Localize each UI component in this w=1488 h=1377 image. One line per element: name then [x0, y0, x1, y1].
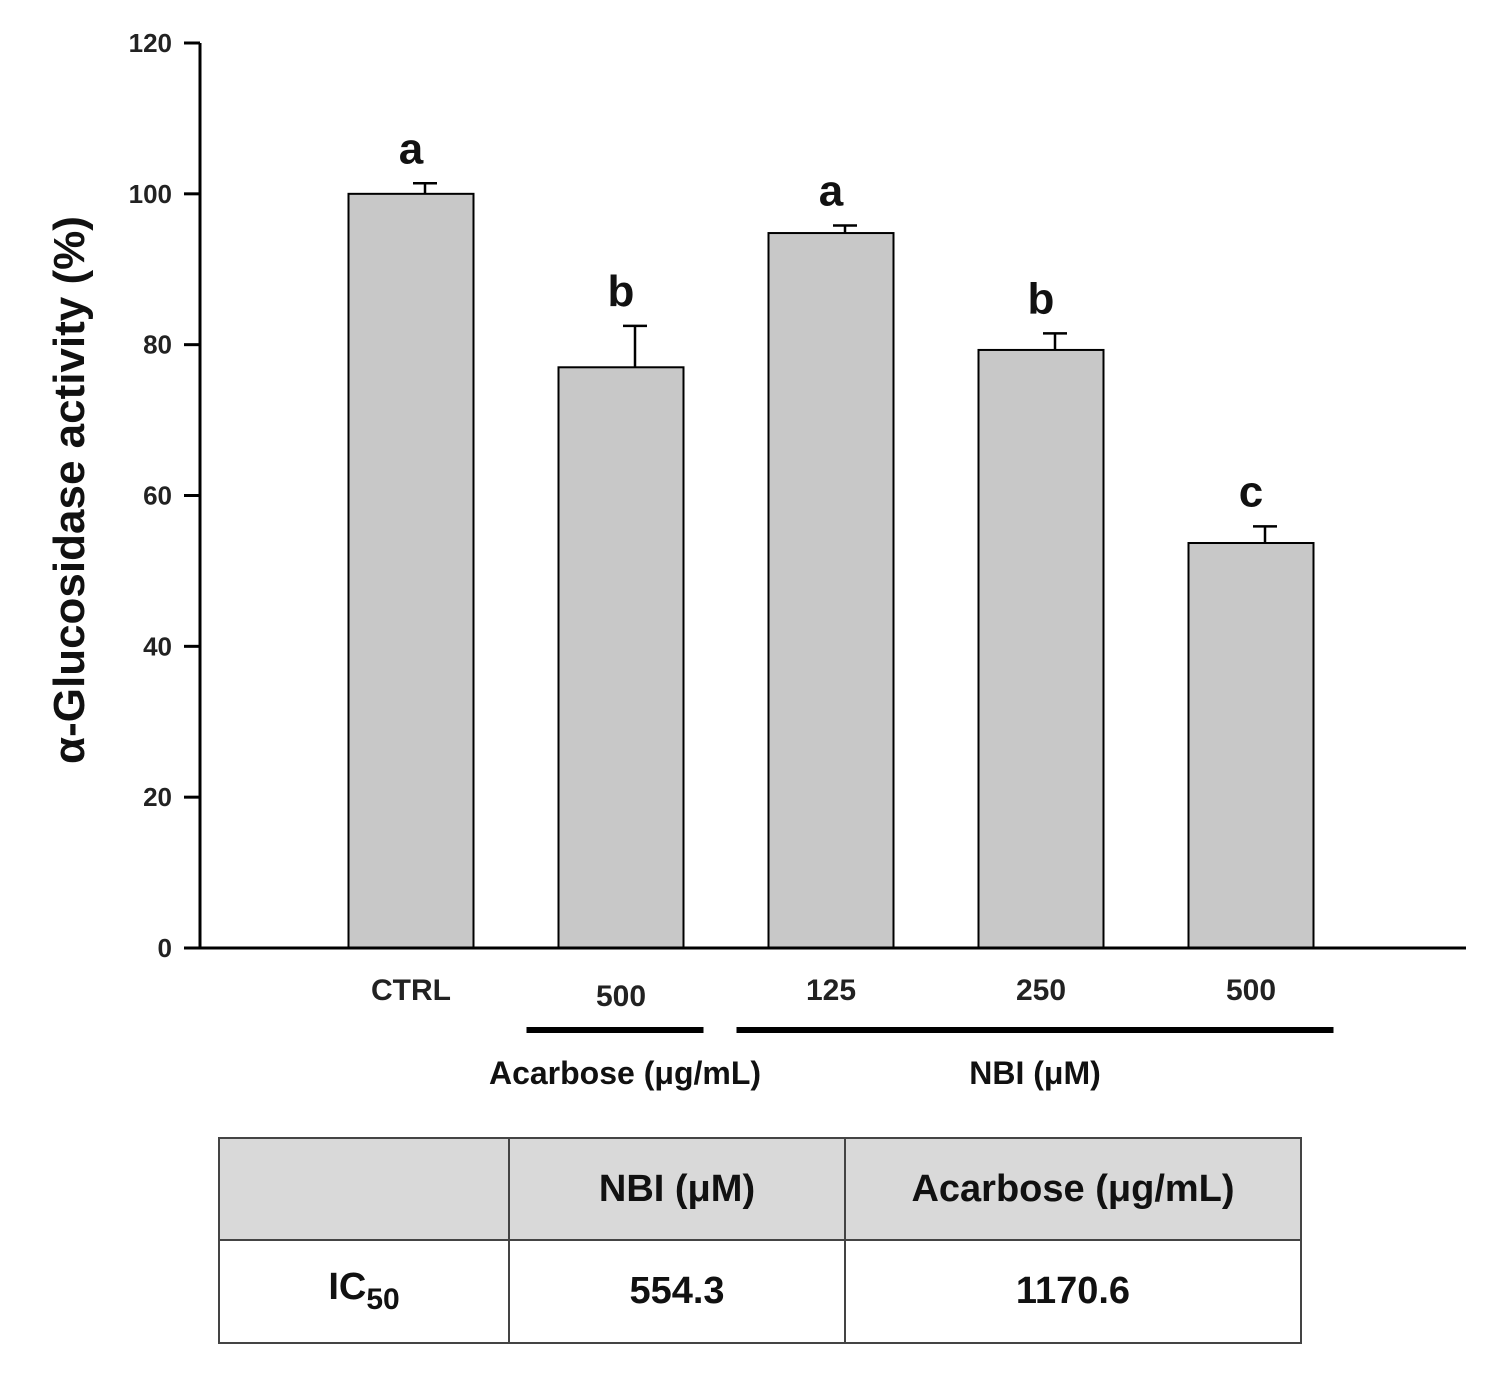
- y-tick-label: 80: [143, 330, 172, 360]
- bar-chart: α-Glucosidase activity (%) 0 20 40 60 80 100 1…: [45, 28, 1466, 1091]
- significance-label: b: [1028, 274, 1055, 323]
- table-header-row: NBI (μM) Acarbose (μg/mL): [218, 1137, 1302, 1241]
- y-axis: 0 20 40 60 80 100 120: [129, 28, 202, 963]
- y-tick-label: 120: [129, 28, 172, 58]
- table-header-empty: [218, 1137, 510, 1241]
- x-axis: CTRL 500 125 250 500: [200, 946, 1466, 1013]
- bar: [977, 348, 1105, 949]
- ic50-nbi-value: 554.3: [508, 1239, 846, 1344]
- significance-label: b: [608, 267, 635, 316]
- table-header-acarbose: Acarbose (μg/mL): [844, 1137, 1302, 1241]
- table-row: IC50 554.3 1170.6: [218, 1239, 1302, 1344]
- ic50-label: IC50: [218, 1239, 510, 1344]
- ic50-table: NBI (μM) Acarbose (μg/mL) IC50 554.3 117…: [218, 1137, 1302, 1344]
- x-tick-label: 500: [596, 980, 646, 1013]
- x-tick-label: 125: [806, 974, 856, 1007]
- ic50-label-main: IC: [328, 1266, 367, 1308]
- y-tick-label: 40: [143, 631, 172, 661]
- x-tick-label: CTRL: [371, 974, 451, 1007]
- bar: [767, 232, 895, 950]
- bars: a b a b c: [347, 124, 1315, 950]
- y-tick-label: 100: [129, 179, 172, 209]
- x-tick-label: 500: [1226, 974, 1276, 1007]
- y-tick-label: 60: [143, 481, 172, 511]
- y-axis-label: α-Glucosidase activity (%): [45, 216, 94, 764]
- ic50-label-sub: 50: [366, 1283, 400, 1316]
- y-axis-label-group: α-Glucosidase activity (%): [45, 216, 94, 764]
- table-header-nbi: NBI (μM): [508, 1137, 846, 1241]
- significance-label: a: [399, 124, 424, 173]
- y-tick-label: 0: [158, 933, 172, 963]
- group-label: NBI (μM): [969, 1055, 1101, 1091]
- significance-label: a: [819, 167, 844, 216]
- y-tick-label: 20: [143, 782, 172, 812]
- significance-label: c: [1239, 467, 1263, 516]
- bar: [1187, 542, 1315, 949]
- ic50-acarbose-value: 1170.6: [844, 1239, 1302, 1344]
- bar: [347, 192, 475, 950]
- bar: [557, 366, 685, 949]
- group-labels: Acarbose (μg/mL) NBI (μM): [489, 1027, 1334, 1091]
- x-tick-label: 250: [1016, 974, 1066, 1007]
- group-label: Acarbose (μg/mL): [489, 1055, 761, 1091]
